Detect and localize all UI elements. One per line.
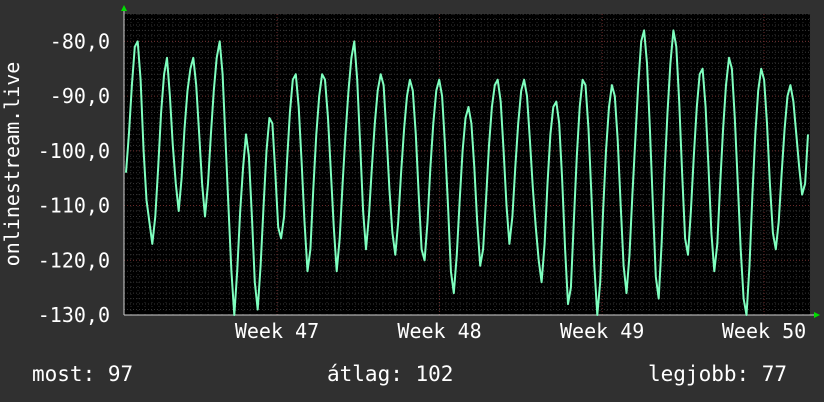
series-line xyxy=(125,29,809,316)
x-axis-arrow xyxy=(814,312,820,318)
y-tick-labels: -80,0 -90,0 -100,0 -110,0 -120,0 -130,0 xyxy=(38,29,110,327)
best-value: legjobb: 77 xyxy=(648,362,788,386)
x-tick-labels: Week 47 Week 48 Week 49 Week 50 xyxy=(235,319,806,343)
average-value: átlag: 102 xyxy=(327,362,454,386)
y-tick-label: -130,0 xyxy=(38,303,110,327)
x-tick-label: Week 48 xyxy=(397,319,481,343)
line-chart: -80,0 -90,0 -100,0 -110,0 -120,0 -130,0 Week … xyxy=(0,5,820,343)
x-tick-label: Week 49 xyxy=(560,319,644,343)
y-tick-label: -110,0 xyxy=(38,194,110,218)
y-axis-arrow xyxy=(121,5,127,11)
y-axis-label: onlinestream.live xyxy=(0,62,24,267)
x-tick-label: Week 47 xyxy=(235,319,319,343)
x-tick-label: Week 50 xyxy=(722,319,806,343)
current-value: most: 97 xyxy=(32,362,134,386)
axes xyxy=(121,5,820,318)
y-tick-label: -100,0 xyxy=(38,139,110,163)
y-tick-label: -80,0 xyxy=(50,29,110,53)
y-tick-label: -90,0 xyxy=(50,84,110,108)
y-tick-label: -120,0 xyxy=(38,248,110,272)
